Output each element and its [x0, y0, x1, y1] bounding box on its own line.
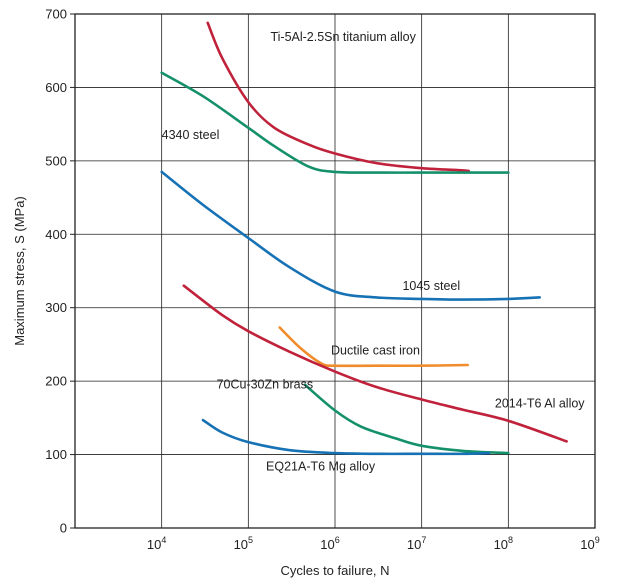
x-tick-label: 107	[407, 535, 426, 552]
series-label: 2014-T6 Al alloy	[495, 397, 585, 411]
series-label: EQ21A-T6 Mg alloy	[266, 460, 376, 474]
series-line-ductile-cast-iron	[278, 326, 469, 368]
grid	[75, 14, 596, 528]
y-tick-label: 0	[60, 521, 67, 536]
series-label: 1045 steel	[402, 279, 460, 293]
y-tick-label: 200	[45, 374, 67, 389]
series-label: 70Cu-30Zn brass	[217, 377, 314, 391]
y-tick-label: 300	[45, 300, 67, 315]
axis-ticks: 104 105 106 107 108 109 0 100 200 300 400 500 600 700	[45, 7, 599, 553]
x-tick-label: 105	[234, 535, 253, 552]
series-line-ti-5al-2-5sn-titanium-alloy	[206, 21, 471, 173]
series-line-2014-t6-al-alloy	[182, 284, 568, 443]
y-tick-label: 500	[45, 153, 67, 168]
y-tick-label: 400	[45, 227, 67, 242]
series-label: 4340 steel	[162, 128, 220, 142]
series-labels: Ti-5Al-2.5Sn titanium alloy 4340 steel 104…	[162, 30, 586, 474]
x-axis-title: Cycles to failure, N	[280, 563, 389, 578]
x-tick-label: 104	[147, 535, 166, 552]
y-tick-label: 100	[45, 447, 67, 462]
series-line-4340-steel	[160, 71, 510, 174]
series-label: Ductile cast iron	[331, 344, 420, 358]
x-tick-label: 109	[580, 535, 599, 552]
series-line-eq21a-t6-mg-alloy	[201, 418, 491, 456]
series-line-70cu-30zn-brass	[303, 383, 510, 455]
y-tick-label: 700	[45, 7, 67, 22]
x-tick-label: 108	[494, 535, 513, 552]
series-label: Ti-5Al-2.5Sn titanium alloy	[270, 30, 416, 44]
x-tick-label: 106	[320, 535, 339, 552]
series-lines	[160, 21, 568, 456]
series-line-1045-steel	[160, 170, 541, 301]
y-tick-label: 600	[45, 80, 67, 95]
y-axis-title: Maximum stress, S (MPa)	[12, 196, 27, 346]
